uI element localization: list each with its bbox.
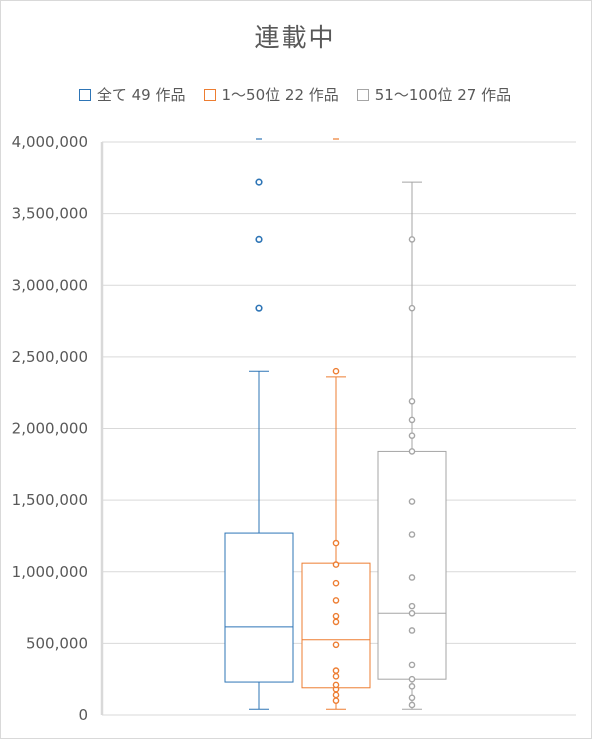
outlier-point (255, 235, 263, 244)
legend-swatch-51to100 (356, 88, 369, 101)
legend-item-all: 全て 49 作品 (78, 84, 186, 105)
y-tick-label: 1,500,000 (12, 491, 88, 509)
data-point (332, 367, 340, 375)
data-point (408, 661, 416, 669)
data-point (332, 539, 340, 547)
legend-item-top50: 1～50位 22 作品 (203, 84, 339, 105)
data-point (408, 602, 416, 610)
data-point (408, 627, 416, 634)
legend-swatch-all (78, 88, 91, 101)
y-tick-label: 2,000,000 (12, 420, 88, 438)
y-tick-label: 1,000,000 (12, 563, 88, 581)
data-point (408, 683, 416, 690)
y-tick-label: 3,000,000 (12, 276, 88, 294)
outlier-point (255, 304, 263, 312)
data-point (408, 574, 416, 581)
legend-label-top50: 1～50位 22 作品 (221, 86, 339, 104)
y-tick-label: 2,500,000 (12, 348, 88, 366)
data-point (408, 609, 416, 617)
data-point (408, 701, 416, 709)
data-point (332, 691, 340, 699)
y-tick-label: 3,500,000 (12, 205, 88, 223)
data-point (408, 694, 416, 702)
chart-title: 連載中 (254, 23, 336, 52)
data-point (408, 531, 416, 538)
box-iqr (224, 532, 294, 683)
legend-swatch-top50 (203, 88, 216, 101)
data-point (408, 397, 416, 405)
data-point (332, 597, 340, 604)
data-point (408, 675, 416, 683)
data-point (408, 236, 416, 243)
data-point (332, 561, 340, 568)
legend: 全て 49 作品 1～50位 22 作品 51～100位 27 作品 (0, 84, 590, 105)
data-point (332, 612, 340, 620)
legend-label-51to100: 51～100位 27 作品 (374, 86, 512, 104)
data-point (408, 304, 416, 312)
data-point (332, 579, 340, 587)
data-point (332, 673, 340, 680)
legend-item-51to100: 51～100位 27 作品 (356, 84, 512, 105)
data-point (332, 681, 340, 689)
legend-label-all: 全て 49 作品 (96, 86, 186, 104)
data-point (408, 448, 416, 455)
data-point (332, 667, 340, 674)
data-point (408, 416, 416, 424)
box-iqr (377, 450, 447, 680)
data-point (332, 618, 340, 626)
data-point (332, 641, 340, 649)
y-tick-label: 4,000,000 (12, 133, 88, 151)
data-point (332, 697, 340, 704)
y-tick-label: 0 (78, 706, 88, 724)
data-point (408, 432, 416, 439)
y-tick-label: 500,000 (26, 634, 88, 652)
outlier-point (255, 178, 263, 186)
data-point (408, 498, 416, 505)
